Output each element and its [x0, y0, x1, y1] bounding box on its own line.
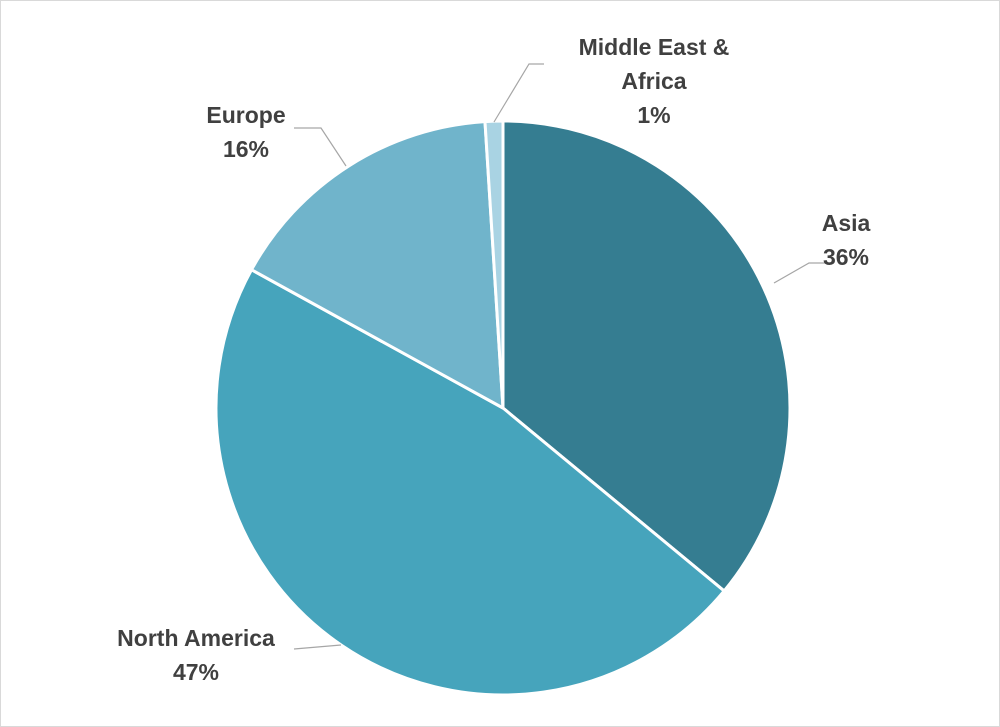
label-middle-east-africa-name: Middle East & Africa [578, 34, 730, 94]
label-europe: Europe 16% [181, 98, 311, 166]
label-europe-name: Europe [206, 102, 286, 128]
pie-slice-asia [501, 119, 792, 593]
leader-lines [293, 63, 827, 650]
label-asia-name: Asia [821, 210, 871, 236]
label-middle-east-africa-pct: 1% [637, 102, 671, 128]
pie-slice-north-america [214, 268, 726, 697]
label-north-america-name: North America [117, 625, 275, 651]
label-asia: Asia 36% [781, 206, 911, 274]
leader-middle-east-africa [493, 63, 544, 123]
label-europe-pct: 16% [222, 136, 270, 162]
label-north-america-pct: 47% [172, 659, 220, 685]
pie-slice-europe [250, 120, 505, 410]
label-asia-pct: 36% [822, 244, 870, 270]
leader-north-america [293, 644, 342, 650]
leader-asia [773, 262, 827, 284]
leader-europe [294, 127, 347, 167]
pie-slices [214, 119, 792, 697]
label-middle-east-africa: Middle East & Africa 1% [544, 30, 764, 132]
label-north-america: North America 47% [96, 621, 296, 689]
